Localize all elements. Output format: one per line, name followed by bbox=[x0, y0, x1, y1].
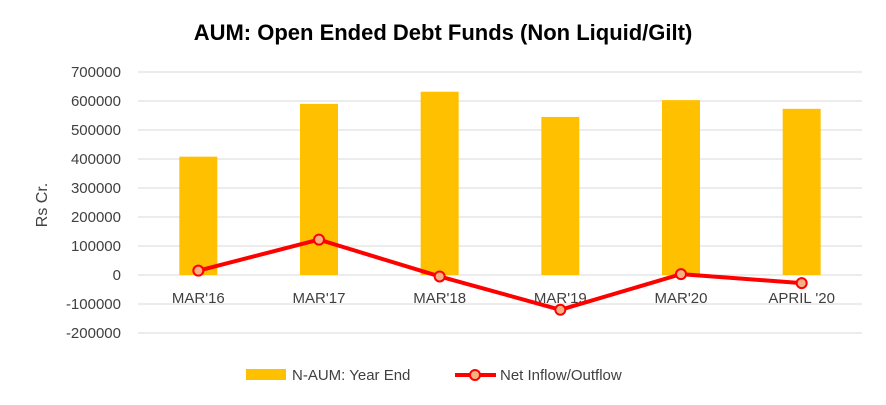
bar bbox=[541, 116, 580, 275]
gridlines bbox=[138, 71, 862, 334]
y-tick-label: -100000 bbox=[66, 296, 121, 313]
x-tick-label: MAR'17 bbox=[293, 290, 346, 307]
legend-marker-line bbox=[469, 369, 481, 381]
legend-label-bars: N-AUM: Year End bbox=[292, 367, 410, 384]
legend-swatch-bars bbox=[246, 369, 286, 380]
bar bbox=[662, 100, 700, 275]
line-point bbox=[795, 277, 808, 290]
x-tick-labels: MAR'16 MAR'17 MAR'18 MAR'19 MAR'20 APRIL '20 bbox=[172, 290, 835, 307]
y-tick-label: 600000 bbox=[71, 93, 121, 110]
y-tick-labels: 700000 600000 500000 400000 300000 200000 1000… bbox=[66, 64, 121, 342]
y-tick-label: 300000 bbox=[71, 180, 121, 197]
x-tick-label: MAR'16 bbox=[172, 290, 225, 307]
y-tick-label: 700000 bbox=[71, 64, 121, 81]
y-tick-label: 200000 bbox=[71, 209, 121, 226]
y-tick-label: 400000 bbox=[71, 151, 121, 168]
x-tick-label: APRIL '20 bbox=[768, 290, 835, 307]
line-series bbox=[192, 233, 808, 316]
x-tick-label: MAR'20 bbox=[655, 290, 708, 307]
bar bbox=[782, 108, 821, 275]
line-point bbox=[554, 303, 567, 316]
x-tick-label: MAR'18 bbox=[413, 290, 466, 307]
series-line bbox=[197, 237, 802, 312]
bar-series bbox=[179, 91, 821, 276]
line-point bbox=[433, 270, 446, 283]
line-point bbox=[675, 268, 687, 281]
bar bbox=[300, 103, 338, 276]
y-tick-label: 100000 bbox=[71, 238, 121, 255]
legend: N-AUM: Year End Net Inflow/Outflow bbox=[246, 367, 622, 384]
legend-label-line: Net Inflow/Outflow bbox=[500, 367, 622, 384]
y-tick-label: 500000 bbox=[71, 122, 121, 139]
x-tick-label: MAR'19 bbox=[534, 290, 587, 307]
line-point bbox=[192, 264, 205, 277]
y-axis-label: Rs Cr. bbox=[34, 183, 51, 227]
line-point bbox=[313, 233, 325, 246]
chart-title: AUM: Open Ended Debt Funds (Non Liquid/G… bbox=[194, 20, 693, 45]
bar bbox=[179, 156, 218, 275]
bar bbox=[420, 91, 459, 275]
y-tick-label: -200000 bbox=[66, 325, 121, 342]
y-tick-label: 0 bbox=[113, 267, 121, 284]
